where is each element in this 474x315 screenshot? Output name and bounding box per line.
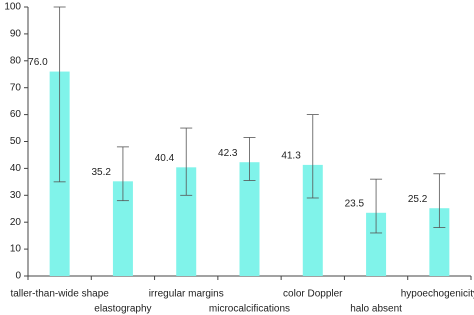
bar xyxy=(302,164,323,276)
bar xyxy=(176,167,197,276)
value-label: 76.0 xyxy=(28,57,48,68)
value-label: 41.3 xyxy=(281,151,301,162)
value-label: 25.2 xyxy=(408,194,428,205)
x-tick-label: irregular margins xyxy=(149,289,224,300)
x-tick-label: microcalcifications xyxy=(209,304,290,315)
x-tick-label: elastography xyxy=(94,304,151,315)
y-tick-label: 70 xyxy=(10,82,22,93)
y-tick-label: 60 xyxy=(10,109,22,120)
y-tick-label: 90 xyxy=(10,29,22,40)
bar xyxy=(429,208,450,276)
x-tick-label: halo absent xyxy=(350,304,402,315)
y-tick-label: 80 xyxy=(10,55,22,66)
y-tick-label: 10 xyxy=(10,244,22,255)
y-tick-label: 100 xyxy=(4,2,21,13)
x-tick-label: color Doppler xyxy=(283,289,343,300)
y-tick-label: 50 xyxy=(10,136,22,147)
bar xyxy=(239,162,260,276)
x-tick-label: taller-than-wide shape xyxy=(10,289,109,300)
y-tick-label: 30 xyxy=(10,190,22,201)
value-label: 35.2 xyxy=(91,167,111,178)
x-tick-label: hypoechogenicity xyxy=(401,289,474,300)
bar xyxy=(112,181,133,276)
y-tick-label: 0 xyxy=(15,271,21,282)
value-label: 42.3 xyxy=(218,148,238,159)
y-tick-label: 40 xyxy=(10,163,22,174)
value-label: 40.4 xyxy=(155,153,175,164)
value-label: 23.5 xyxy=(345,198,365,209)
y-tick-label: 20 xyxy=(10,217,22,228)
bar xyxy=(366,212,387,276)
